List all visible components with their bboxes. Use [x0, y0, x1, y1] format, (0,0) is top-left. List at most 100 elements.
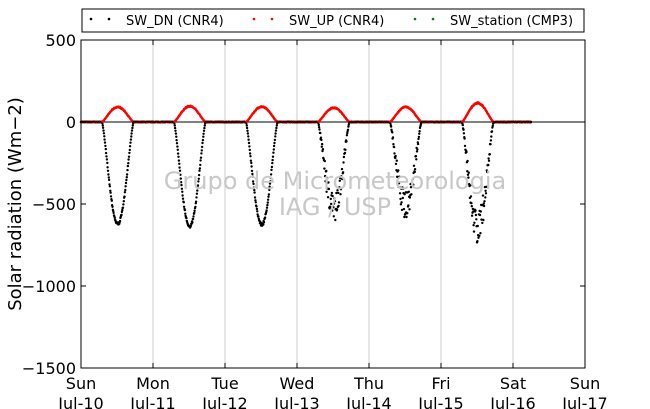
sw-dn-point — [198, 169, 201, 172]
sw-dn-point — [390, 128, 393, 131]
sw-dn-point — [478, 234, 481, 237]
sw-dn-point — [181, 194, 184, 197]
sw-dn-point — [465, 150, 468, 154]
sw-dn-point — [200, 145, 204, 149]
sw-dn-point — [490, 130, 494, 133]
sw-dn-point — [104, 144, 107, 148]
sw-dn-point — [273, 138, 277, 142]
legend-marker-sw-up — [252, 17, 256, 21]
sw-dn-point — [105, 155, 108, 158]
sw-dn-point — [323, 174, 327, 178]
sw-dn-point — [401, 187, 405, 190]
sw-dn-point — [268, 185, 271, 188]
sw-dn-point — [407, 190, 410, 193]
sw-dn-point — [411, 177, 415, 181]
sw-dn-point — [199, 163, 202, 167]
sw-dn-point — [245, 124, 248, 127]
sw-dn-point — [255, 207, 259, 211]
sw-dn-point — [319, 131, 322, 135]
sw-dn-point — [345, 134, 349, 137]
sw-dn-point — [416, 142, 420, 146]
sw-dn-point — [262, 223, 265, 226]
sw-dn-point — [472, 230, 476, 233]
sw-dn-point — [408, 196, 412, 199]
legend-marker-sw-dn — [107, 17, 111, 21]
sw-dn-point — [101, 124, 105, 127]
sw-dn-point — [245, 122, 248, 125]
sw-dn-point — [102, 132, 106, 135]
sw-dn-point — [392, 143, 395, 146]
sw-dn-point — [475, 218, 478, 221]
sw-dn-point — [271, 158, 274, 162]
sw-dn-point — [337, 204, 340, 208]
sw-dn-point — [318, 128, 321, 131]
sw-dn-point — [275, 126, 278, 130]
legend-marker-sw-station — [413, 17, 417, 21]
sw-dn-point — [118, 219, 122, 223]
sw-dn-point — [394, 154, 397, 158]
sw-dn-point — [317, 126, 321, 129]
sw-dn-point — [179, 181, 183, 184]
sw-dn-point — [272, 151, 275, 154]
sw-dn-point — [124, 188, 127, 192]
sw-dn-point — [466, 173, 470, 176]
sw-dn-point — [481, 194, 485, 197]
sw-dn-point — [247, 135, 250, 138]
sw-dn-point — [257, 215, 260, 218]
sw-dn-point — [249, 155, 252, 158]
sw-dn-point — [400, 201, 403, 204]
sw-dn-point — [346, 131, 349, 135]
sw-dn-point — [471, 207, 475, 211]
sw-dn-point — [182, 205, 186, 208]
sw-dn-point — [176, 152, 180, 155]
sw-dn-point — [252, 182, 255, 186]
sw-dn-point — [398, 192, 402, 195]
sw-dn-point — [270, 168, 273, 172]
sw-dn-point — [393, 152, 396, 155]
sw-dn-point — [389, 125, 393, 128]
sw-dn-point — [271, 155, 275, 158]
y-tick-label: −1000 — [22, 277, 76, 296]
sw-dn-point — [402, 207, 406, 211]
sw-dn-point — [251, 175, 254, 178]
sw-dn-point — [484, 196, 487, 199]
sw-dn-point — [128, 151, 131, 155]
sw-dn-point — [254, 201, 257, 204]
sw-dn-point — [321, 148, 325, 151]
sw-dn-point — [397, 169, 400, 172]
sw-dn-point — [120, 213, 123, 217]
sw-dn-point — [110, 199, 114, 202]
sw-dn-point — [111, 205, 114, 208]
sw-dn-point — [105, 158, 109, 161]
y-tick-label: −500 — [32, 195, 76, 214]
sw-dn-point — [255, 205, 258, 208]
sw-dn-point — [250, 169, 254, 173]
sw-dn-point — [325, 177, 329, 180]
sw-dn-point — [407, 204, 410, 207]
sw-dn-point — [268, 182, 272, 185]
sw-dn-point — [202, 135, 205, 138]
sw-dn-point — [197, 173, 201, 177]
sw-dn-point — [178, 162, 181, 165]
sw-dn-point — [124, 181, 128, 185]
sw-dn-point — [490, 135, 493, 138]
sw-dn-point — [398, 186, 401, 189]
sw-dn-point — [203, 126, 206, 130]
sw-dn-point — [470, 205, 473, 208]
x-tick-day: Thu — [353, 374, 384, 393]
sw-dn-point — [472, 210, 475, 213]
sw-dn-point — [529, 120, 533, 124]
sw-dn-point — [199, 159, 202, 162]
sw-dn-point — [491, 124, 494, 128]
sw-dn-point — [252, 186, 256, 189]
x-tick-date: Jul-12 — [201, 394, 247, 409]
sw-dn-point — [397, 182, 401, 185]
sw-dn-point — [412, 183, 415, 186]
sw-dn-point — [122, 200, 126, 203]
sw-dn-point — [179, 173, 182, 176]
sw-dn-point — [202, 129, 206, 132]
sw-dn-point — [272, 148, 275, 151]
sw-dn-point — [414, 154, 418, 158]
sw-dn-point — [394, 162, 398, 166]
sw-dn-point — [335, 208, 339, 211]
